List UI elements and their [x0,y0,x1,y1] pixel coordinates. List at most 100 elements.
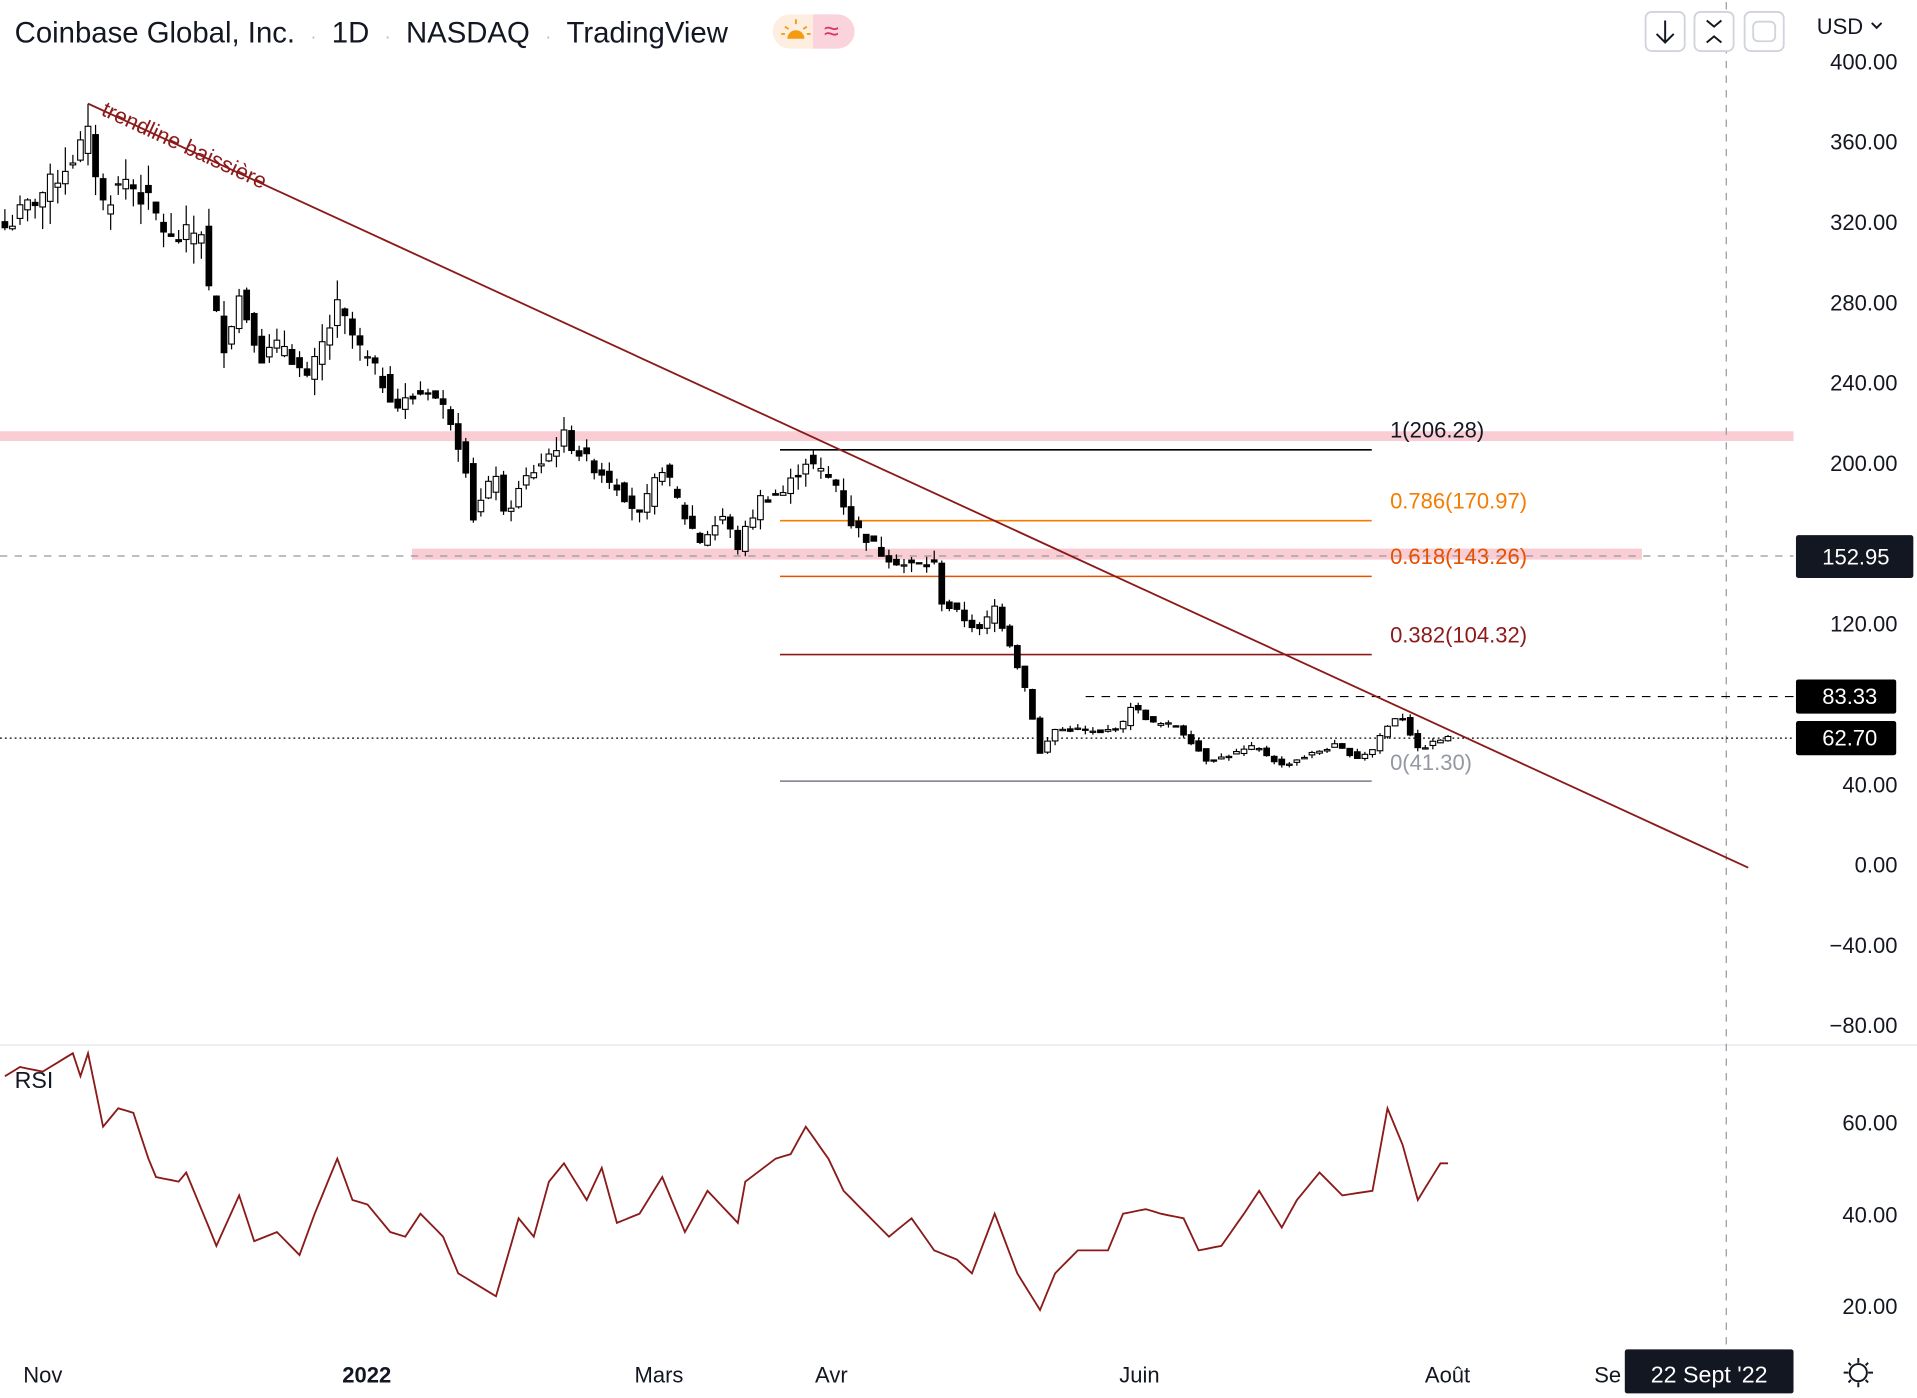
bearish-trendline[interactable] [87,102,1749,869]
candle-body [809,454,817,465]
candle-body [92,134,99,178]
candle-body [167,233,175,237]
candle-body [394,398,402,409]
candle-body [802,463,810,475]
fib-level-label: 0.382(104.32) [1390,622,1527,647]
fib-level-label: 0.786(170.97) [1390,489,1527,514]
time-label: Se [1594,1362,1621,1387]
candle-body [998,606,1006,629]
candle-body [976,624,983,630]
candle-body [349,318,356,336]
candle-body [401,397,409,410]
candle-body [107,204,115,215]
candle-body [1044,740,1051,753]
price-axis[interactable]: 400.00 360.00 320.00 280.00 240.00 200.00 120.… [1830,49,1898,1038]
candle-body [1210,759,1218,762]
candle-body [409,395,417,400]
candle-body [122,178,130,190]
candle-body [1308,751,1316,756]
candle-body [386,374,394,403]
candle-body [991,605,999,624]
candle-body [1240,748,1248,755]
candle-body [870,535,878,542]
candle-body [371,357,379,364]
candle-body [182,224,190,241]
candle-body [1293,759,1301,763]
candle-body [1112,728,1119,731]
candle-body [1384,725,1391,738]
currency-selector[interactable]: USD [1817,14,1883,39]
candle-body [1391,718,1399,727]
candle-body [69,162,77,166]
candle-body [1029,688,1036,720]
svg-text:152.95: 152.95 [1822,545,1889,570]
candle-body [817,467,825,472]
time-axis[interactable]: Nov 2022 Mars Avr Juin Août Se 22 Sept '… [23,1349,1794,1394]
candle-body [1331,743,1339,748]
fib-level-label: 0.618(143.26) [1390,544,1527,569]
candle-body [250,312,258,346]
price-tick-label: 40.00 [1842,772,1897,797]
candle-body [938,562,946,605]
candle-body [1429,740,1437,747]
rsi-tick-label: 40.00 [1842,1202,1897,1227]
candle-body [961,609,968,622]
candle-body [311,355,319,380]
candle-body [757,495,764,521]
candle-body [545,453,553,462]
fibonacci-retracement[interactable]: 1(206.28) 0.786(170.97) 0.618(143.26) 0.382… [780,418,1527,782]
chevron-down-icon [1871,22,1883,30]
data-delay-icon[interactable]: ≈ [824,16,839,46]
candle-body [1195,740,1203,752]
candle-body [469,463,477,521]
candle-body [424,392,432,395]
exchange: NASDAQ [406,16,530,49]
candle-body [1066,728,1074,732]
collapse-pane-button[interactable] [1693,10,1735,52]
candle-body [1074,727,1082,730]
resistance-zone[interactable] [0,431,1794,442]
candle-body [515,487,523,508]
candle-body [205,225,213,287]
candle-body [1301,756,1308,760]
settings-sun-icon[interactable] [1843,1357,1873,1388]
candle-body [477,499,485,513]
candle-body [1376,735,1384,752]
candle-body [1127,706,1135,727]
candle-body [1021,665,1029,688]
candle-body [507,507,515,512]
candle-body [1180,725,1187,736]
candle-body [492,475,500,493]
resistance-price-tag: 83.33 [1795,679,1897,714]
candle-body [16,204,24,219]
candle-body [84,125,92,154]
candle-body [1051,728,1059,742]
price-tick-label: −40.00 [1830,933,1898,958]
rsi-axis[interactable]: 60.00 40.00 20.00 [1842,1111,1897,1319]
candle-body [24,199,31,211]
market-closed-sun-icon[interactable] [781,19,811,39]
candle-body [840,490,847,508]
candle-body [1248,745,1255,750]
candle-body [243,289,251,321]
scroll-to-latest-button[interactable] [1644,10,1686,52]
candle-body [613,484,621,491]
candle-body [1278,758,1286,766]
candle-body [145,184,152,194]
candle-body [1361,753,1369,760]
maximize-pane-button[interactable] [1743,10,1785,52]
candle-body [915,562,923,565]
candle-body [1059,728,1067,732]
candle-body [681,504,689,520]
candle-body [787,477,795,495]
support-zone[interactable] [412,548,1642,560]
candle-body [666,464,674,478]
rsi-tick-label: 20.00 [1842,1294,1897,1319]
candle-body [847,506,855,527]
candle-body [1444,735,1452,742]
candle-body [462,441,470,474]
time-label: Mars [635,1362,684,1387]
candle-body [1036,717,1044,754]
candle-body [885,555,893,563]
